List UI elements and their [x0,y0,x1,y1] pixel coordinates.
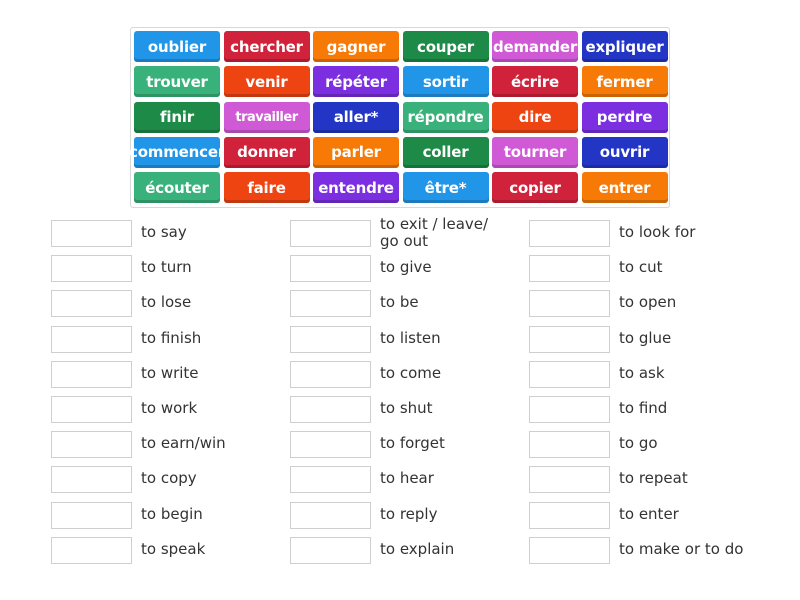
answer-drop-slot[interactable] [529,396,610,423]
answer-drop-slot[interactable] [529,325,610,353]
word-tile[interactable]: chercher [223,31,310,62]
word-tile[interactable]: donner [223,136,310,168]
definition-label: to reply [380,504,438,523]
definition-label: to make or to do [619,539,744,558]
definition-label: to say [141,223,187,241]
answer-drop-slot[interactable] [51,431,132,459]
answer-drop-slot[interactable] [290,396,371,423]
answer-drop-slot[interactable] [51,466,132,494]
definition-label: to give [380,258,432,277]
definition-label: to begin [141,504,203,523]
definition-label: to turn [141,258,192,277]
word-tile[interactable]: tourner [492,136,578,168]
answer-drop-slot[interactable] [290,501,371,529]
answer-drop-slot[interactable] [529,290,610,318]
definition-label: to glue [619,328,672,347]
definition-label: to earn/win [141,434,226,453]
answer-drop-slot[interactable] [51,325,132,353]
answer-drop-slot[interactable] [51,220,132,247]
definition-label: to look for [619,223,696,241]
answer-drop-slot[interactable] [51,501,132,529]
word-tile[interactable]: parler [313,136,399,168]
answer-drop-slot[interactable] [51,396,132,423]
answer-drop-slot[interactable] [290,536,371,564]
word-tile[interactable]: finir [134,101,220,133]
answer-drop-slot[interactable] [290,220,371,247]
word-tile[interactable]: couper [402,31,489,62]
word-tile[interactable]: coller [402,136,489,168]
word-tile[interactable]: entendre [313,172,399,204]
answer-drop-slot[interactable] [529,466,610,494]
word-tile[interactable]: entrer [581,172,668,204]
word-tile[interactable]: gagner [313,31,399,62]
word-bank: oublier chercher gagner couper demander expli… [129,27,670,208]
word-tile[interactable]: commencer [129,136,225,168]
word-tile[interactable]: oublier [134,31,220,62]
word-tile[interactable]: demander [492,31,578,62]
definition-label: to cut [619,258,663,277]
definition-label: to speak [141,539,206,558]
word-tile[interactable]: dire [492,101,578,133]
word-tile[interactable]: perdre [581,101,668,133]
word-tile[interactable]: répéter [313,66,399,98]
definition-label: to lose [141,293,192,312]
definition-label: to explain [380,539,455,558]
word-tile[interactable]: copier [492,172,578,204]
word-tile[interactable]: écouter [134,172,220,204]
answer-drop-slot[interactable] [529,501,610,529]
definition-label: to copy [141,469,197,488]
word-tile[interactable]: aller* [313,101,399,133]
answer-drop-slot[interactable] [51,290,132,318]
answer-drop-slot[interactable] [290,255,371,283]
definition-label: to hear [380,469,434,488]
definition-label: to work [141,399,198,417]
word-tile[interactable]: écrire [492,66,578,98]
definition-label: to open [619,293,677,312]
definition-label: to forget [380,434,445,453]
answer-drop-slot[interactable] [529,536,610,564]
definition-label: to ask [619,363,665,382]
word-tile[interactable]: fermer [581,66,668,98]
answer-drop-slot[interactable] [290,466,371,494]
answer-drop-slot[interactable] [51,360,132,388]
word-tile[interactable]: venir [223,66,310,98]
answer-drop-slot[interactable] [529,431,610,459]
definition-label: to shut [380,399,433,417]
word-tile[interactable]: être* [402,172,489,204]
definition-label: to come [380,363,442,382]
definition-label: to go [619,434,658,453]
word-tile[interactable]: travailler [223,101,310,133]
definition-label: to repeat [619,469,688,488]
answer-drop-slot[interactable] [529,255,610,283]
answer-drop-slot[interactable] [529,360,610,388]
word-tile[interactable]: faire [223,172,310,204]
answer-drop-slot[interactable] [290,325,371,353]
word-tile[interactable]: sortir [402,66,489,98]
definition-label: to write [141,363,199,382]
definition-label: to enter [619,504,679,523]
answer-drop-slot[interactable] [290,431,371,459]
definition-label: to exit / leave/ go out [380,215,489,250]
definition-label: to finish [141,328,202,347]
word-tile[interactable]: expliquer [581,31,668,62]
answer-drop-slot[interactable] [529,220,610,247]
definition-label: to listen [380,328,441,347]
answer-drop-slot[interactable] [290,360,371,388]
definition-label: to be [380,293,419,312]
answer-drop-slot[interactable] [51,255,132,283]
word-tile[interactable]: ouvrir [581,136,668,168]
answer-drop-slot[interactable] [290,290,371,318]
definition-label: to find [619,399,668,417]
word-tile[interactable]: trouver [134,66,220,98]
answer-drop-slot[interactable] [51,536,132,564]
word-tile[interactable]: répondre [402,101,489,133]
